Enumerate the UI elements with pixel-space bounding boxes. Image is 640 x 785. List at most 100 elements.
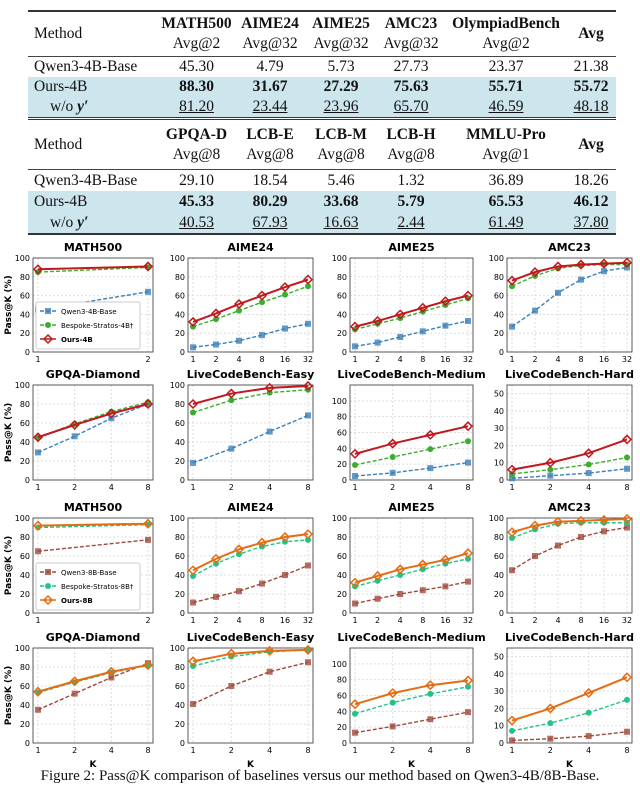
y-tick-label: 40: [494, 310, 504, 319]
benchmark-name: AMC23: [384, 14, 438, 32]
y-tick-label: 80: [20, 663, 30, 672]
x-tick-label: 4: [109, 746, 114, 755]
data-point-qwen-base: [228, 683, 235, 689]
method-name: Qwen3-4B-Base: [34, 171, 138, 189]
data-point-ours: [32, 520, 44, 531]
data-point-ours: [187, 565, 199, 576]
data-point-bespoke-stratos: [45, 322, 51, 328]
chart-title: AMC23: [548, 241, 591, 254]
data-point-qwen-base: [45, 308, 51, 314]
data-point-ours: [506, 527, 518, 538]
data-point-ours: [372, 570, 383, 582]
x-tick-label: 4: [267, 483, 272, 492]
chart-title: AIME25: [388, 501, 434, 514]
y-tick-label: 20: [175, 720, 185, 729]
series-line-ours: [354, 425, 469, 455]
metric-name: Avg@32: [313, 34, 369, 52]
cell-value: 27.73: [393, 57, 429, 75]
column-header: LCB-E Avg@8: [234, 119, 306, 170]
y-tick-label: 80: [20, 273, 30, 282]
series-line-bespoke-stratos: [511, 456, 628, 475]
data-point-qwen-base: [442, 322, 449, 329]
x-tick-label: 32: [463, 355, 473, 364]
series-line-qwen-base: [37, 403, 149, 454]
data-point-bespoke-stratos: [45, 583, 51, 589]
data-point-bespoke-stratos: [585, 461, 592, 468]
x-tick-label: 32: [622, 355, 632, 364]
data-point-ours: [506, 275, 518, 286]
plot-frame: [506, 257, 633, 353]
chart-title: LiveCodeBench-Hard: [505, 631, 634, 644]
data-point-ours: [106, 408, 117, 419]
x-tick-label: 4: [236, 355, 241, 364]
chart-amc23: AMC23 0 20 40 60 80 100 1 2 4 8 16 32: [489, 241, 633, 364]
y-tick-label: 100: [489, 514, 504, 523]
data-point-qwen-base: [585, 470, 592, 477]
data-point-qwen-base: [585, 733, 592, 740]
data-point-ours: [264, 382, 275, 393]
y-tick-label: 60: [20, 682, 30, 691]
cell-value: 29.10: [179, 171, 214, 189]
x-tick-label: 8: [465, 746, 470, 755]
y-tick-label: 0: [180, 348, 185, 357]
benchmark-name: AIME25: [312, 14, 370, 32]
data-point-qwen-base: [427, 465, 434, 472]
x-tick-label: 1: [35, 746, 40, 755]
metric-name: Avg@1: [482, 145, 530, 163]
data-point-ours: [552, 261, 564, 272]
data-point-qwen-base: [465, 459, 471, 466]
results-table-2: Method GPQA-D Avg@8 LCB-E Avg@8 LCB-M Avg@8 LCB…: [28, 117, 616, 235]
data-point-ours: [69, 676, 80, 687]
chart-title: LiveCodeBench-Easy: [187, 368, 315, 381]
data-point-qwen-base: [145, 536, 151, 543]
y-tick-label: 60: [175, 292, 185, 301]
x-tick-label: 8: [578, 616, 583, 625]
chart-legend: Qwen3-8B-Base Bespoke-Stratos-8B† Ours-8B: [35, 562, 141, 611]
x-tick-label: 1: [352, 746, 357, 755]
data-point-ours: [349, 699, 361, 710]
chart-title: LiveCodeBench-Medium: [337, 368, 485, 381]
chart-title: AMC23: [548, 501, 591, 514]
y-tick-label: 30: [494, 424, 504, 433]
data-point-bespoke-stratos: [228, 653, 235, 660]
data-point-ours: [349, 448, 361, 459]
x-tick-label: 2: [390, 483, 395, 492]
plot-frame: [32, 257, 154, 353]
data-point-ours: [142, 398, 154, 410]
data-point-bespoke-stratos: [585, 709, 592, 716]
x-axis-label: K: [247, 760, 255, 768]
cell-value: 23.37: [488, 57, 524, 75]
y-axis-label: Pass@K (%): [4, 275, 14, 335]
data-point-ours: [302, 274, 314, 285]
cell-value: 1.32: [397, 171, 425, 189]
series-line-ours: [37, 403, 149, 439]
series-line-bespoke-stratos: [354, 297, 469, 331]
method-name: Ours-4B: [28, 76, 159, 97]
x-tick-label: 8: [145, 483, 150, 492]
y-tick-label: 20: [20, 590, 30, 599]
metric-name: Avg@32: [242, 34, 298, 52]
data-point-ours: [210, 553, 222, 564]
series-line-qwen-base: [511, 266, 628, 328]
cell-value: 5.46: [327, 171, 355, 189]
data-point-ours: [506, 715, 518, 726]
data-point-bespoke-stratos: [624, 696, 630, 703]
table-row: Qwen3-4B-Base 29.10 18.54 5.46 1.32 36.89 18.2…: [28, 170, 616, 192]
data-point-ours: [69, 419, 80, 430]
x-tick-label: 2: [390, 746, 395, 755]
data-point-qwen-base: [305, 412, 311, 419]
data-point-ours: [42, 333, 54, 345]
column-header: OlympiadBench Avg@2: [446, 11, 566, 56]
chart-aime24: AIME24 0 20 40 60 80 100 1 2 4 8 16 32: [170, 241, 314, 364]
benchmark-name: LCB-M: [315, 125, 367, 143]
x-tick-label: 8: [145, 746, 150, 755]
y-tick-label: 0: [342, 609, 347, 618]
x-tick-label: 2: [229, 746, 234, 755]
data-point-ours: [529, 267, 541, 278]
y-tick-label: 80: [175, 273, 185, 282]
data-point-bespoke-stratos: [35, 269, 41, 276]
chart-title: LiveCodeBench-Hard: [505, 368, 634, 381]
cell-value: 45.33: [159, 191, 234, 213]
y-tick-label: 60: [337, 552, 347, 561]
